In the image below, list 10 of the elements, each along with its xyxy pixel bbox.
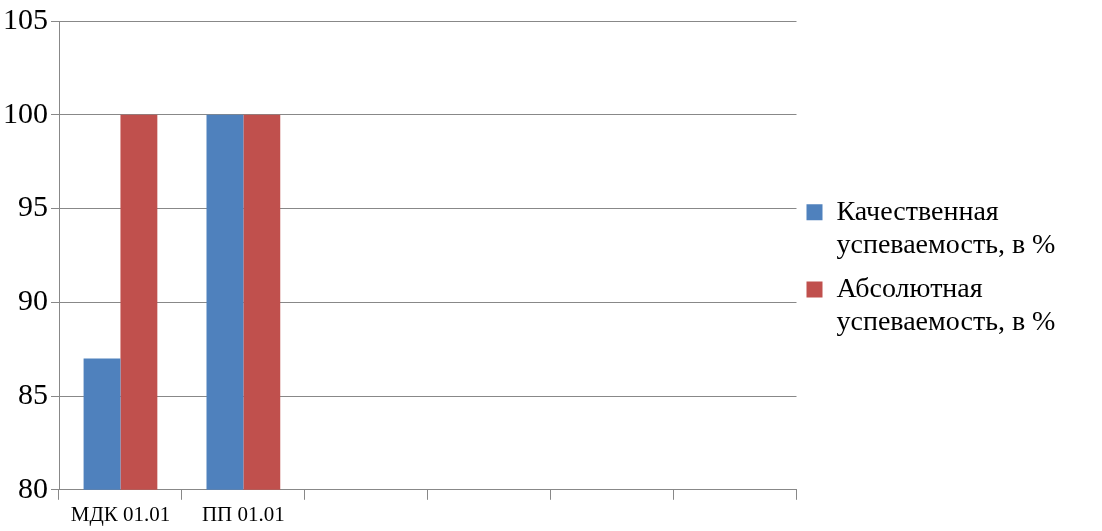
- x-tick-label: ПП 01.01: [201, 501, 285, 526]
- y-tick-label: 95: [18, 189, 48, 223]
- y-tick-label: 100: [3, 95, 48, 129]
- y-tick-label: 90: [18, 283, 48, 317]
- y-tick-label: 80: [18, 470, 48, 504]
- legend-label: Абсолютная успеваемость, в %: [836, 271, 1056, 337]
- legend-label: Качественная успеваемость, в %: [836, 194, 1056, 260]
- x-tick-label: МДК 01.01: [70, 501, 171, 526]
- y-tick-label: 85: [18, 376, 48, 410]
- y-tick-label: 105: [3, 1, 48, 35]
